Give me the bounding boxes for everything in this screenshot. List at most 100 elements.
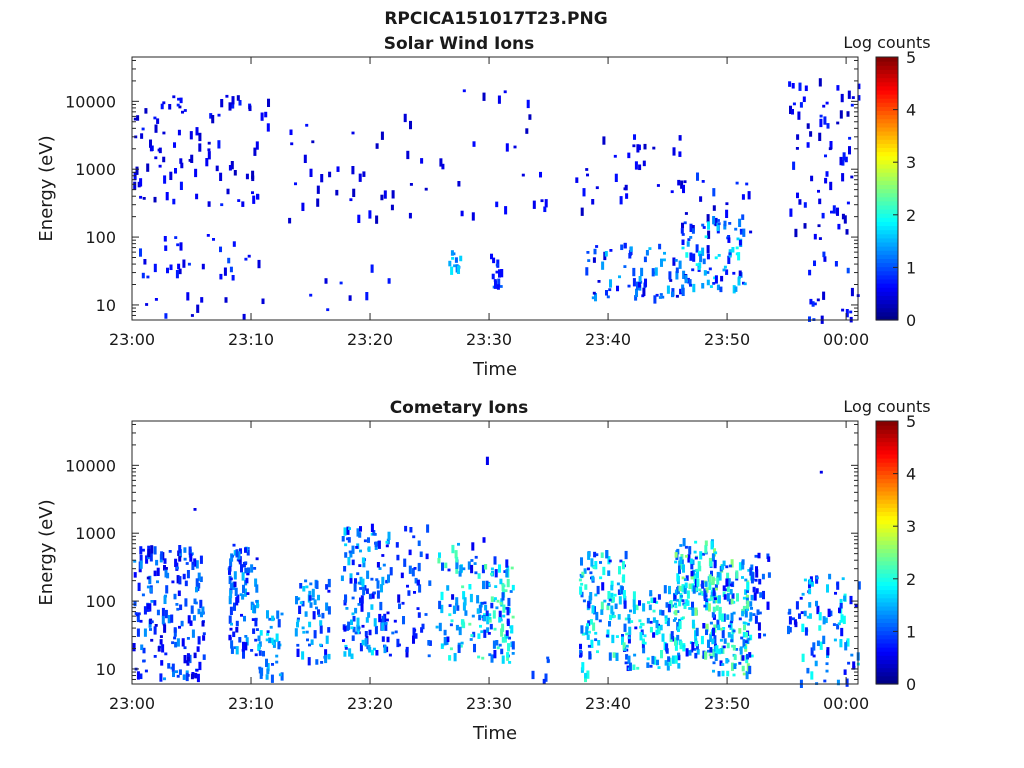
data-cell [693,648,697,651]
colorbar-segment [876,568,898,574]
data-cell [495,270,499,274]
data-cell [171,641,175,645]
data-cell [455,568,459,574]
data-cell [193,598,197,605]
data-cell [627,284,631,288]
data-cell [821,212,825,219]
data-cell [695,263,699,266]
data-cell [808,602,812,608]
colorbar-segment [876,155,898,161]
data-cell [822,635,826,645]
colorbar-segment [876,503,898,508]
data-cell [160,551,164,560]
data-cell [792,161,796,170]
data-cell [275,654,279,658]
data-cell [689,558,693,565]
data-cell [164,245,168,251]
data-cell [832,623,836,626]
data-cell [375,143,379,149]
colorbar-segment [876,287,898,292]
data-cell [841,308,845,312]
data-cell [268,637,272,644]
data-cell [849,310,853,314]
data-cell [735,181,739,185]
data-cell [175,270,179,279]
data-cell [162,156,166,163]
data-cell [484,604,488,611]
data-cell [733,663,737,670]
data-cell [299,583,303,589]
data-cell [684,212,688,215]
data-cell [688,583,692,590]
data-cell [636,666,640,670]
data-cell [294,628,298,637]
data-cell [834,261,838,267]
data-cell [674,560,678,564]
data-cell [729,583,733,587]
data-cell [653,295,657,304]
data-cell [361,639,365,646]
data-cell [456,605,460,611]
data-cell [635,288,639,298]
data-cell [722,591,726,597]
data-cell [505,569,509,578]
data-cell [798,613,802,619]
colorbar-segment [876,278,898,284]
data-cell [380,194,384,201]
data-cell [182,259,186,268]
data-cell [356,528,360,537]
data-cell [710,591,714,598]
data-cell [661,633,665,642]
data-cell [624,184,628,191]
data-cell [335,189,339,196]
data-cell [305,123,309,127]
data-cell [385,646,389,653]
data-cell [690,573,694,580]
data-cell [734,286,738,292]
colorbar-segment [876,486,898,492]
data-cell [738,628,742,634]
data-cell [787,611,791,615]
data-cell [404,525,408,532]
data-cell [638,619,642,623]
data-cell [699,196,703,202]
data-cell [649,664,653,668]
data-cell [633,134,637,140]
data-cell [586,623,590,629]
data-cell [493,627,497,631]
data-cell [700,590,704,594]
colorbar-segment [876,490,898,496]
data-cell [794,621,798,628]
data-cell [739,229,743,235]
data-cell [498,269,502,278]
data-cell [612,615,616,618]
data-cell [642,603,646,612]
data-cell [750,654,754,658]
data-cell [257,259,261,269]
data-cell [749,634,753,641]
data-cell [738,239,742,246]
data-cell [685,648,689,657]
data-cell [670,190,674,194]
data-cell [316,185,320,194]
data-cell [319,620,323,626]
data-cell [501,592,505,601]
data-cell [682,270,686,280]
data-cell [232,631,236,638]
data-cell [230,640,234,649]
data-cell [207,201,211,207]
data-cell [689,236,693,239]
data-cell [492,599,496,602]
data-cell [351,545,355,554]
data-cell [166,267,170,274]
data-cell [374,541,378,548]
data-cell [812,642,816,651]
data-cell [228,165,232,171]
data-cell [143,259,147,265]
data-cell [683,221,687,225]
data-cell [277,619,281,628]
data-cell [694,652,698,659]
data-cell [621,561,625,570]
data-cell [427,640,431,646]
colorbar-segment [876,213,898,218]
